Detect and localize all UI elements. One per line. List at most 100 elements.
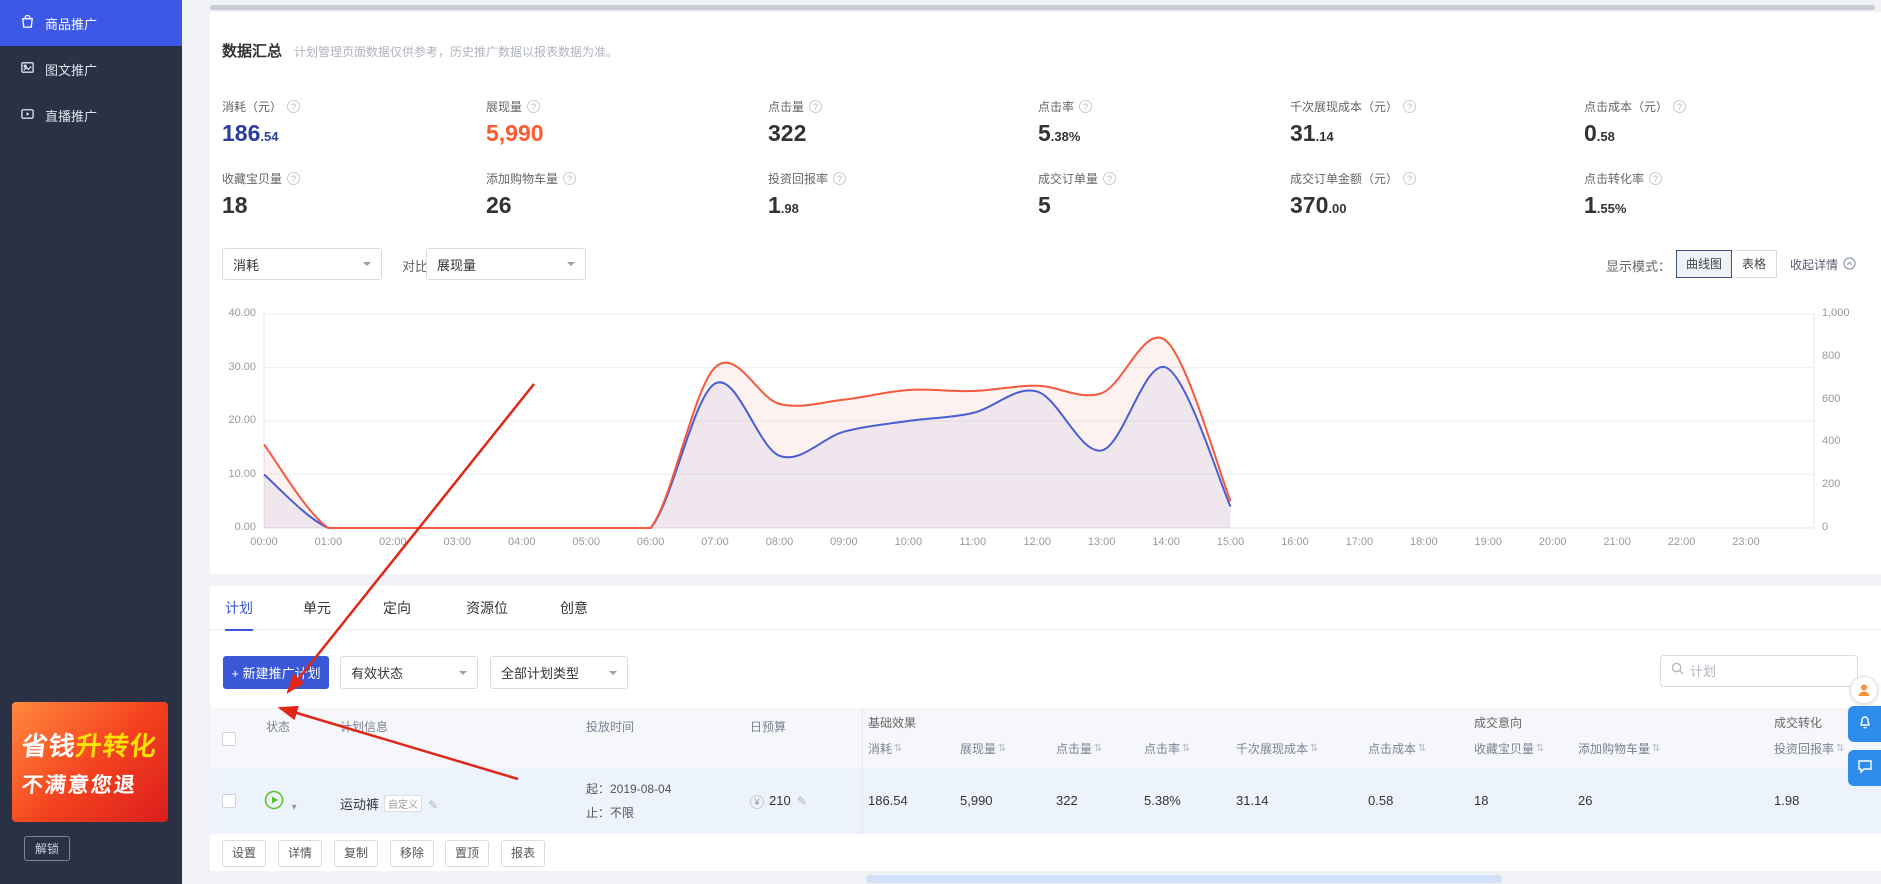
- tab-unit[interactable]: 单元: [303, 600, 331, 616]
- chat-button[interactable]: [1848, 750, 1881, 786]
- stat-label: 展现量: [486, 100, 523, 114]
- stat-label: 收藏宝贝量: [222, 172, 283, 186]
- help-icon[interactable]: ?: [1403, 172, 1417, 185]
- sidebar-item-live-promo[interactable]: 直播推广: [0, 92, 182, 138]
- help-icon[interactable]: ?: [833, 172, 847, 185]
- help-icon[interactable]: ?: [287, 172, 301, 185]
- help-icon[interactable]: ?: [1673, 100, 1687, 113]
- horizontal-scrollbar-thumb[interactable]: [210, 5, 1875, 10]
- stat-cvr: 点击转化率? 1.55%: [1584, 170, 1663, 219]
- pin-top-button[interactable]: 置顶: [445, 840, 490, 867]
- caret-down-icon[interactable]: ▾: [291, 802, 297, 813]
- sidebar-item-label: 商品推广: [45, 16, 98, 32]
- details-button[interactable]: 详情: [278, 840, 323, 867]
- mode-curve-button[interactable]: 曲线图: [1676, 250, 1732, 278]
- metric-select[interactable]: 消耗: [222, 248, 382, 280]
- promo-banner[interactable]: 省钱升转化 不满意您退: [12, 702, 168, 822]
- sidebar-item-imagetext-promo[interactable]: 图文推广: [0, 46, 182, 92]
- stat-orders: 成交订单量? 5: [1038, 170, 1117, 219]
- tab-placement[interactable]: 资源位: [466, 600, 508, 616]
- sidebar-item-product-promo[interactable]: 商品推广: [0, 0, 182, 46]
- chevron-down-icon: [567, 262, 575, 270]
- row-clicks: 322: [1056, 793, 1078, 808]
- sort-icon[interactable]: ⇅: [894, 743, 903, 754]
- sort-icon[interactable]: ⇅: [1836, 743, 1845, 754]
- currency-icon: ¥: [750, 795, 764, 809]
- search-input[interactable]: [1690, 663, 1840, 679]
- x-axis-tick: 14:00: [1152, 536, 1180, 548]
- help-icon[interactable]: ?: [527, 100, 541, 113]
- remove-button[interactable]: 移除: [390, 840, 435, 867]
- row-impressions: 5,990: [960, 793, 993, 808]
- stat-cost: 消耗（元）? 186.54: [222, 98, 301, 147]
- row-favorites: 18: [1474, 793, 1489, 808]
- help-icon[interactable]: ?: [287, 100, 301, 113]
- data-summary-card: 数据汇总 计划管理页面数据仅供参考，历史推广数据以报表数据为准。 消耗（元）? …: [210, 12, 1881, 574]
- stat-label: 成交订单金额（元）: [1290, 172, 1399, 186]
- row-checkbox[interactable]: [222, 794, 236, 808]
- x-axis-tick: 00:00: [250, 536, 278, 548]
- tabs-row: 计划 单元 定向 资源位 创意: [210, 586, 1881, 631]
- y-axis-right-tick: 600: [1822, 392, 1841, 405]
- tab-plan[interactable]: 计划: [225, 598, 253, 631]
- help-icon[interactable]: ?: [809, 100, 823, 113]
- collapse-details-button[interactable]: 收起详情: [1790, 256, 1856, 273]
- col-cost: 消耗 ⇅: [868, 742, 903, 756]
- status-filter-select[interactable]: 有效状态: [340, 656, 478, 689]
- compare-select[interactable]: 展现量: [426, 248, 586, 280]
- tab-creative[interactable]: 创意: [560, 600, 588, 616]
- col-cart-adds: 添加购物车量 ⇅: [1578, 742, 1661, 756]
- stat-label: 消耗（元）: [222, 100, 283, 114]
- help-icon[interactable]: ?: [1103, 172, 1117, 185]
- help-icon[interactable]: ?: [1079, 100, 1093, 113]
- stat-value: 5.38%: [1038, 120, 1081, 146]
- stat-label: 成交订单量: [1038, 172, 1099, 186]
- new-plan-button[interactable]: + 新建推广计划: [223, 656, 329, 689]
- mode-table-button[interactable]: 表格: [1731, 250, 1777, 278]
- plan-tag: 自定义: [384, 795, 423, 812]
- y-axis-right-tick: 200: [1822, 478, 1841, 491]
- plan-type-filter-select[interactable]: 全部计划类型: [490, 656, 628, 689]
- stat-value: 186.54: [222, 120, 279, 146]
- sort-icon[interactable]: ⇅: [1094, 743, 1103, 754]
- stat-impressions: 展现量? 5,990: [486, 98, 544, 147]
- sort-icon[interactable]: ⇅: [1310, 743, 1319, 754]
- plan-name[interactable]: 运动裤: [340, 797, 380, 812]
- sidebar: 商品推广 图文推广 直播推广 省钱升转化 不满意您退 解锁: [0, 0, 182, 884]
- settings-button[interactable]: 设置: [222, 840, 267, 867]
- help-icon[interactable]: ?: [563, 172, 577, 185]
- unlock-button[interactable]: 解锁: [24, 836, 71, 861]
- x-axis-tick: 05:00: [572, 536, 600, 548]
- stat-value: 370.00: [1290, 192, 1347, 218]
- help-icon[interactable]: ?: [1649, 172, 1663, 185]
- support-avatar[interactable]: [1850, 676, 1878, 704]
- table-row[interactable]: ▾ 运动裤 自定义 ✎ 起：2019-08-04 止：不限 ¥210 ✎ 186.54…: [210, 768, 1881, 834]
- sort-icon[interactable]: ⇅: [1652, 743, 1661, 754]
- select-all-checkbox[interactable]: [222, 732, 236, 746]
- notification-bell-button[interactable]: [1848, 706, 1881, 742]
- sort-icon[interactable]: ⇅: [998, 743, 1007, 754]
- tab-targeting[interactable]: 定向: [383, 600, 411, 616]
- report-button[interactable]: 报表: [501, 840, 546, 867]
- image-text-icon: [20, 60, 35, 78]
- chevron-up-circle-icon: [1843, 256, 1856, 273]
- sort-icon[interactable]: ⇅: [1182, 743, 1191, 754]
- x-axis-tick: 19:00: [1474, 536, 1503, 548]
- stat-order-amount: 成交订单金额（元）? 370.00: [1290, 170, 1417, 219]
- sort-icon[interactable]: ⇅: [1418, 743, 1427, 754]
- sort-icon[interactable]: ⇅: [1536, 743, 1545, 754]
- copy-button[interactable]: 复制: [334, 840, 379, 867]
- help-icon[interactable]: ?: [1403, 100, 1417, 113]
- y-axis-right-tick: 1,000: [1822, 307, 1850, 319]
- play-status-icon[interactable]: [264, 790, 288, 813]
- stat-label: 投资回报率: [768, 172, 829, 186]
- row-schedule-start: 起：2019-08-04: [586, 782, 672, 796]
- stat-label: 点击量: [768, 100, 805, 114]
- edit-icon[interactable]: ✎: [428, 798, 439, 812]
- edit-icon[interactable]: ✎: [796, 794, 807, 808]
- x-axis-tick: 18:00: [1410, 536, 1438, 548]
- table-horizontal-scrollbar[interactable]: [866, 875, 1502, 883]
- x-axis-tick: 17:00: [1345, 536, 1374, 548]
- stat-label: 点击率: [1038, 100, 1075, 114]
